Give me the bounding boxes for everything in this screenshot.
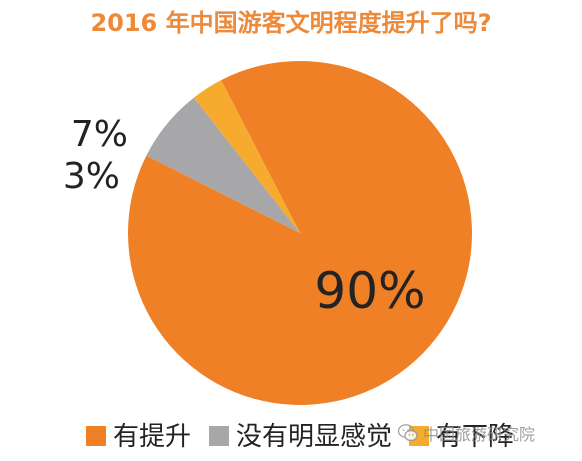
- chart-title: 2016 年中国游客文明程度提升了吗?: [90, 9, 492, 37]
- wechat-icon: [397, 424, 418, 442]
- legend-swatch-no-change: [209, 426, 229, 446]
- wechat-watermark: 中国旅游研究院: [397, 418, 535, 448]
- pie-slice-declined: [193, 80, 300, 233]
- slice-label-declined: 3%: [63, 156, 120, 197]
- slice-label-no-change: 7%: [71, 114, 128, 155]
- legend-swatch-improved: [86, 426, 106, 446]
- legend-item-improved: 有提升: [86, 422, 191, 452]
- legend-label-no-change: 没有明显感觉: [236, 422, 392, 452]
- legend-item-no-change: 没有明显感觉: [209, 422, 392, 452]
- pie-slice-improved: [128, 61, 473, 406]
- legend-label-declined: 有下降: [436, 422, 514, 452]
- legend-item-declined: 有下降: [409, 422, 514, 452]
- pie-slice-no-change: [146, 97, 300, 234]
- watermark-text: 中国旅游研究院: [423, 425, 536, 444]
- legend-label-improved: 有提升: [113, 422, 191, 452]
- slice-label-improved: 90%: [314, 262, 425, 320]
